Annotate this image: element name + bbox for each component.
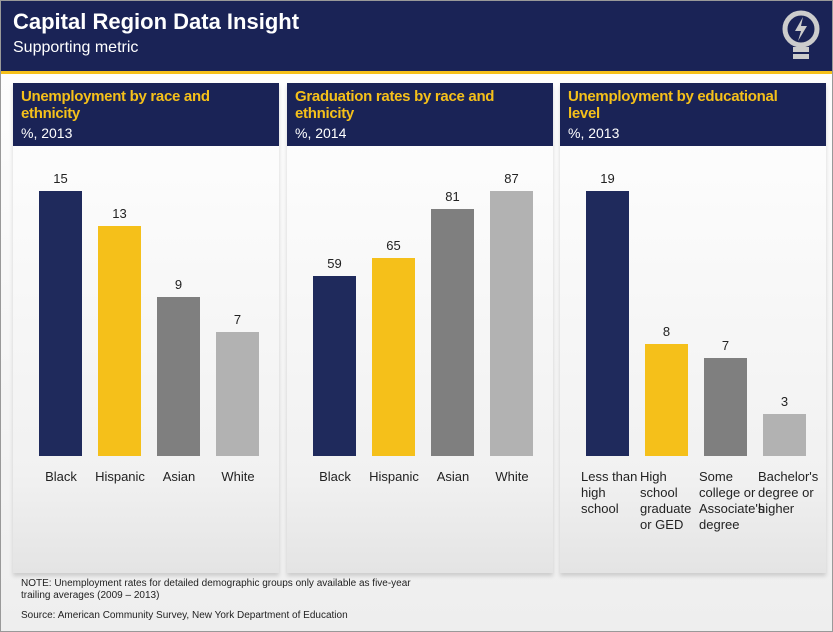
value-label: 87 (504, 171, 519, 186)
bar (98, 226, 141, 456)
category-label: White (221, 469, 255, 484)
category-label: Black (45, 469, 77, 484)
lightbulb-icon (782, 10, 820, 59)
category-label: Hispanic (95, 469, 145, 484)
category-label: Bachelor's degree or higher (758, 469, 819, 516)
bar (157, 297, 200, 456)
bar (431, 209, 474, 456)
bar (704, 358, 747, 456)
value-label: 15 (53, 171, 68, 186)
chart-title: Unemployment by race and ethnicity (21, 88, 210, 122)
header: Capital Region Data Insight Supporting m… (1, 1, 832, 74)
bar (763, 414, 806, 456)
value-label: 13 (112, 206, 127, 222)
chart-title: Unemployment by educational level (568, 88, 778, 122)
bar (372, 258, 415, 456)
value-label: 7 (233, 312, 242, 328)
panel-header: Graduation rates by race and ethnicity%,… (287, 83, 553, 146)
source: Source: American Community Survey, New Y… (21, 610, 348, 621)
bar (645, 344, 688, 456)
chart-panel: Graduation rates by race and ethnicity%,… (287, 83, 553, 573)
panel-header: Unemployment by educational level %, 2013 (560, 83, 826, 146)
category-label: Black (319, 469, 351, 484)
value-label: 8 (662, 324, 671, 340)
category-label: High school graduate or GED (640, 469, 692, 532)
value-label: 19 (600, 171, 615, 186)
chart-subtitle: %, 2014 (295, 125, 347, 141)
category-label: Some college or Associate's degree (699, 469, 765, 532)
bar (216, 332, 259, 456)
category-label: Hispanic (369, 469, 419, 484)
chart-panel: Unemployment by race and ethnicity %, 201… (13, 83, 279, 573)
chart-subtitle: %, 2013 (568, 125, 620, 141)
category-label: Asian (436, 469, 470, 484)
bar (490, 191, 533, 456)
value-label: 9 (174, 277, 183, 292)
chart-title: Graduation rates by race and ethnicity (295, 88, 495, 122)
value-label: 3 (780, 394, 789, 410)
chart-panel: Unemployment by educational level %, 2013… (560, 83, 826, 573)
value-label: 81 (445, 189, 460, 205)
value-label: 7 (721, 338, 730, 354)
bar (39, 191, 82, 456)
category-label: White (495, 469, 529, 484)
category-label: Less than high school (581, 469, 638, 516)
chart-subtitle: %, 2013 (21, 125, 73, 141)
panel-header: Unemployment by race and ethnicity %, 201… (13, 83, 279, 146)
subtitle: Supporting metric (13, 39, 139, 56)
bar (586, 191, 629, 456)
note: NOTE: Unemployment rates for detailed de… (21, 578, 411, 601)
bar (313, 276, 356, 456)
value-label: 65 (386, 238, 401, 253)
category-label: Asian (162, 469, 196, 484)
value-label: 59 (327, 256, 342, 272)
title: Capital Region Data Insight (13, 9, 300, 34)
